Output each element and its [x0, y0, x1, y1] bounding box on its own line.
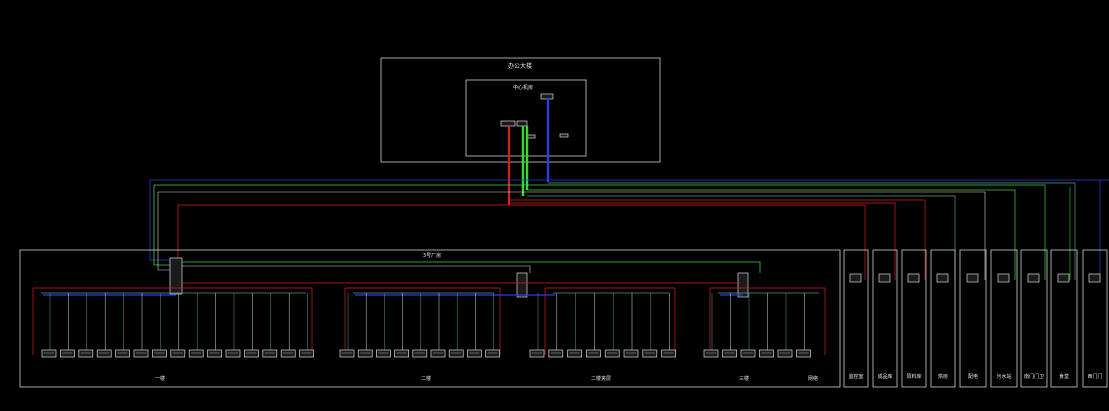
- access-switch: [722, 349, 737, 358]
- svg-text:配电: 配电: [968, 373, 978, 380]
- access-switch: [448, 349, 464, 358]
- access-switch: [412, 349, 428, 358]
- svg-text:烘房: 烘房: [938, 373, 948, 380]
- access-switch: [548, 349, 564, 358]
- distribution-switch-1: [169, 257, 183, 295]
- svg-text:食堂: 食堂: [1059, 373, 1069, 380]
- building-monitor-room: 监控室: [843, 249, 869, 388]
- access-switch: [60, 349, 75, 358]
- red-trunk-3: [178, 204, 866, 280]
- access-switch: [299, 349, 314, 358]
- building-south-gate: 南门门卫: [1020, 249, 1048, 388]
- building-raw-material-warehouse: 原料库: [901, 249, 927, 388]
- plant-title: 3号厂房: [423, 252, 441, 259]
- access-switch: [280, 349, 296, 358]
- plant-3: 3号厂房 一楼 二楼 二楼夹层 三楼 网络: [19, 249, 841, 388]
- svg-text:西门门: 西门门: [1087, 373, 1102, 380]
- access-switch: [96, 349, 112, 358]
- access-switch: [777, 349, 793, 358]
- plant-green-link: [182, 261, 761, 273]
- access-switch: [357, 349, 373, 358]
- svg-text:原料库: 原料库: [906, 373, 921, 380]
- red-trunk-1: [509, 199, 926, 280]
- zone-label-floor1: 一楼: [155, 375, 165, 382]
- white-west-drop: [157, 192, 174, 271]
- building-sewage-station: 污水站: [990, 249, 1018, 388]
- plant-frame: [19, 249, 841, 388]
- access-switch: [567, 349, 582, 358]
- access-switch: [604, 349, 620, 358]
- building-finished-warehouse: 成品库: [872, 249, 898, 388]
- access-switch: [244, 349, 259, 358]
- office-building-frame: [380, 57, 661, 163]
- access-switch: [740, 349, 756, 358]
- blue-west-drop: [149, 180, 171, 285]
- red-trunk-2: [509, 202, 896, 280]
- access-switch: [394, 349, 409, 358]
- access-switch: [170, 349, 186, 358]
- access-switch: [467, 349, 482, 358]
- distribution-switch-3: [737, 272, 749, 298]
- zone-label-roof: 网络: [808, 375, 818, 382]
- office-building-title: 办公大楼: [508, 62, 532, 70]
- access-switch: [262, 349, 278, 358]
- group-red-bus: [545, 287, 676, 355]
- zone-label-floor3: 三楼: [739, 375, 749, 382]
- access-switch: [430, 349, 446, 358]
- access-switch: [339, 349, 355, 358]
- distribution-switch-2: [516, 272, 528, 298]
- group-red-bus: [345, 287, 501, 355]
- access-switch: [188, 349, 204, 358]
- building-canteen: 食堂: [1050, 249, 1078, 388]
- access-switch: [529, 349, 545, 358]
- svg-text:监控室: 监控室: [848, 373, 863, 380]
- access-switch: [642, 349, 658, 358]
- access-switch: [225, 349, 241, 358]
- access-switch: [115, 349, 130, 358]
- center-room-title: 中心机房: [513, 84, 533, 91]
- office-building: 办公大楼 中心机房: [380, 57, 661, 163]
- access-switch: [152, 349, 167, 358]
- access-switch: [133, 349, 149, 358]
- teal-trunk: [548, 182, 1076, 280]
- access-switch: [376, 349, 391, 358]
- access-switch: [78, 349, 94, 358]
- building-west-gate: 西门门: [1082, 249, 1108, 388]
- access-switch: [586, 349, 601, 358]
- access-switch: [41, 349, 57, 358]
- group-red-bus: [710, 287, 826, 355]
- zone-label-mezzanine: 二楼夹层: [591, 375, 611, 382]
- core-switch-1: [500, 120, 516, 127]
- green-trunk-1: [154, 184, 1046, 280]
- green-west-drop: [153, 185, 172, 266]
- teal-trunk-2: [527, 195, 956, 280]
- group-red-bus: [33, 287, 313, 355]
- access-switch: [703, 349, 719, 358]
- building-power-distribution: 配电: [959, 249, 987, 388]
- access-switch: [759, 349, 774, 358]
- building-drying-room: 烘房: [930, 249, 956, 388]
- access-switch: [661, 349, 676, 358]
- green-trunk-2: [527, 189, 1016, 280]
- svg-text:成品库: 成品库: [877, 373, 892, 380]
- plant-white-link: [182, 265, 531, 273]
- access-switch: [207, 349, 222, 358]
- plant-switch-groups: [32, 257, 826, 358]
- svg-text:污水站: 污水站: [996, 373, 1011, 380]
- core-switch-2: [516, 120, 528, 127]
- access-switch: [623, 349, 639, 358]
- server-2: [559, 133, 569, 138]
- access-switch: [796, 349, 811, 358]
- svg-text:南门门卫: 南门门卫: [1024, 373, 1044, 380]
- outbuildings: 监控室 成品库 原料库 烘房 配电 污水站 南门门卫 食堂 西门门: [843, 249, 1108, 388]
- access-switch: [485, 349, 500, 358]
- zone-label-floor2: 二楼: [421, 375, 431, 382]
- white-trunk: [158, 191, 986, 280]
- backbone-links: [149, 98, 1109, 285]
